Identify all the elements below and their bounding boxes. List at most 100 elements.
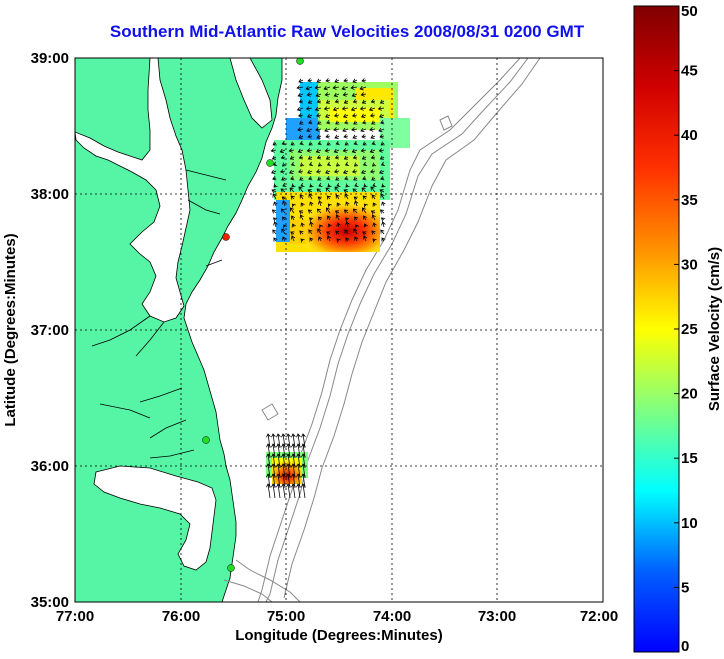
velocity-vector [272,161,278,167]
velocity-vector [343,169,349,174]
velocity-vector [317,120,322,125]
velocity-vector [381,217,386,222]
velocity-vector [272,229,277,235]
velocity-vector [308,229,313,235]
velocity-vector [291,483,296,499]
velocity-vector [335,162,341,167]
velocity-vector [306,92,313,97]
y-tick-label: 35:00 [31,594,69,611]
velocity-vector [332,85,340,90]
velocity-vector [326,235,332,242]
velocity-vector [297,148,304,154]
velocity-vector [361,78,367,83]
velocity-vector [324,92,331,97]
velocity-vector [271,155,277,160]
velocity-vector [281,196,286,201]
velocity-vector [332,106,340,112]
velocity-vector [380,161,386,167]
velocity-vector [351,169,358,174]
x-tick-label: 74:00 [373,608,411,625]
velocity-vector [291,215,295,221]
velocity-vector [299,120,304,125]
velocity-vector [309,217,314,222]
velocity-vector [370,210,376,215]
velocity-vector [380,175,385,181]
velocity-vector [299,194,304,200]
velocity-vector [370,186,376,193]
velocity-vector [325,78,331,83]
colorbar-tick-label: 10 [681,515,698,532]
velocity-vector [353,228,358,235]
velocity-vector [371,194,376,200]
velocity-vector [351,113,358,118]
velocity-vector [316,155,322,160]
velocity-vector [317,196,322,201]
velocity-vector [282,216,287,221]
velocity-vector [305,85,313,91]
velocity-vector [273,237,278,242]
velocity-vector [363,203,368,208]
velocity-vector [341,85,349,91]
velocity-vector [369,127,376,132]
y-axis-ticks: 39:00 38:00 37:00 36:00 35:00 [31,50,69,611]
velocity-vector [307,189,313,194]
velocity-vector [271,483,276,499]
velocity-vector [299,140,304,146]
velocity-vector [352,208,358,214]
velocity-vector [272,141,277,146]
velocity-vector [281,140,286,146]
velocity-vector [282,236,287,242]
velocity-vector [309,221,314,228]
velocity-vector [314,85,322,90]
velocity-vector [361,155,367,160]
velocity-vector [360,92,367,97]
velocity-vector [325,99,331,104]
velocity-vector [317,162,323,167]
velocity-vector [352,99,358,104]
velocity-vector [298,99,304,104]
velocity-vector [316,188,322,193]
velocity-vector [271,209,277,214]
velocity-vector [343,99,349,104]
velocity-vector [281,200,287,207]
velocity-vector [307,134,313,139]
velocity-vector [333,92,340,98]
velocity-vector [335,120,340,125]
velocity-vector [291,183,296,188]
colorbar-tick-label: 30 [681,256,698,273]
velocity-vector [354,182,359,187]
velocity-vector [299,162,305,167]
velocity-vector [306,148,313,153]
velocity-vector [353,200,359,207]
velocity-vector [351,127,358,132]
velocity-vector [306,113,313,118]
velocity-vector [345,217,350,222]
velocity-vector [335,214,340,221]
velocity-vector [315,127,322,132]
velocity-vector [342,148,349,153]
velocity-vector [319,224,324,229]
velocity-vector [352,134,358,139]
velocity-vector [335,140,340,146]
x-tick-label: 75:00 [267,608,305,625]
velocity-vector [326,141,331,146]
velocity-vector [326,175,331,181]
velocity-vector [297,92,304,98]
velocity-vector [301,483,306,499]
velocity-vector [316,208,322,214]
velocity-vector [298,78,304,83]
velocity-vector [280,188,286,193]
velocity-vector [297,113,304,118]
velocity-vector [345,201,350,207]
x-tick-label: 73:00 [478,608,516,625]
velocity-vector [325,169,331,174]
velocity-vector [325,134,331,139]
velocity-vector [272,175,277,181]
velocity-vector [361,134,367,139]
velocity-vector [318,182,323,187]
velocity-vector [381,183,386,188]
velocity-vector [286,483,291,499]
velocity-vector [296,483,301,499]
velocity-vector [363,223,368,228]
